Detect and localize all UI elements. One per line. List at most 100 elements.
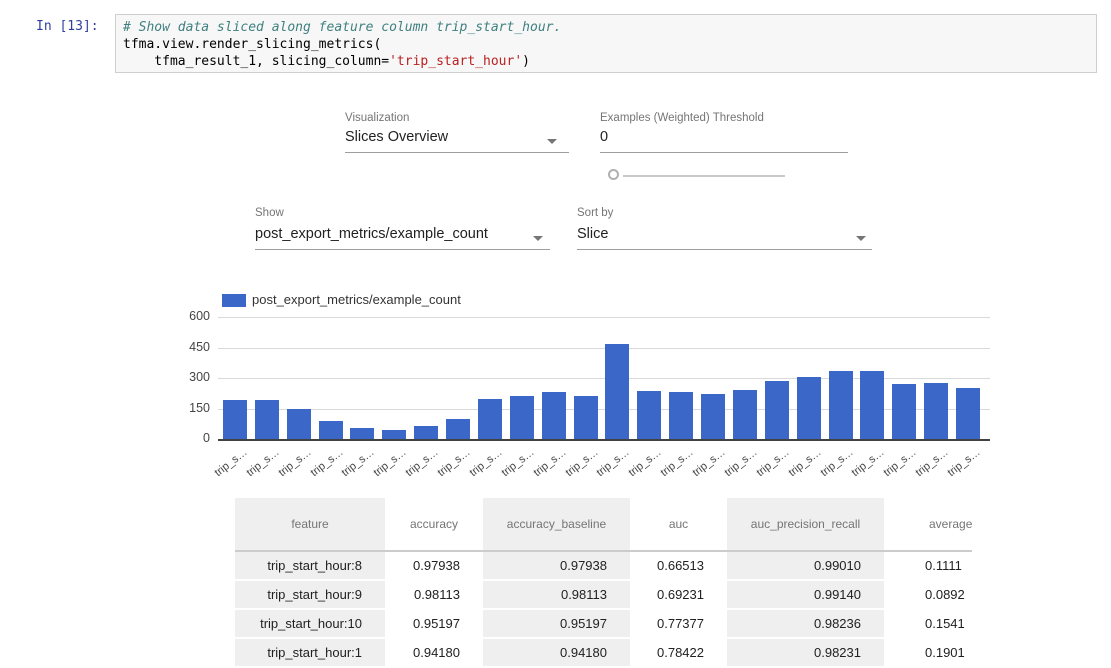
column-header[interactable]: auc_precision_recall: [727, 498, 884, 552]
table-cell: 0.0892: [884, 581, 972, 610]
table-cell: 0.77377: [630, 610, 727, 639]
column-header[interactable]: accuracy_baseline: [483, 498, 630, 552]
sort-by-value: Slice: [577, 226, 609, 242]
bar: [924, 382, 949, 439]
legend-label: post_export_metrics/example_count: [252, 292, 461, 307]
table-row[interactable]: trip_start_hour:8 0.97938 0.97938 0.66513 0.…: [235, 552, 972, 581]
table-cell: 0.78422: [630, 639, 727, 668]
table-cell: 0.66513: [630, 552, 727, 581]
visualization-underline: [345, 152, 569, 153]
threshold-value: 0: [600, 129, 609, 145]
visualization-value: Slices Overview: [345, 129, 449, 145]
dropdown-arrow-icon: [856, 236, 866, 241]
slices-bar-chart: post_export_metrics/example_count 600 450…: [0, 280, 1111, 495]
y-tick-label: 150: [189, 400, 210, 415]
bar: [446, 419, 471, 439]
table-cell: 0.98113: [483, 581, 630, 610]
table-cell: 0.97938: [483, 552, 630, 581]
table-cell: trip_start_hour:8: [235, 552, 385, 581]
table-cell: 0.98236: [727, 610, 884, 639]
bar: [509, 396, 534, 439]
show-underline: [255, 249, 550, 250]
table-header-row: feature accuracy accuracy_baseline auc auc_p…: [235, 498, 972, 552]
plot-area: trip_s… trip_s… trip_s… trip_s… trip_s… trip_…: [212, 280, 990, 495]
bar: [892, 384, 917, 439]
table-cell: 0.98231: [727, 639, 884, 668]
bar: [732, 389, 757, 439]
table-cell: 0.98113: [385, 581, 483, 610]
show-metric-dropdown[interactable]: Show post_export_metrics/example_count: [255, 205, 550, 252]
table-cell: 0.97938: [385, 552, 483, 581]
show-value: post_export_metrics/example_count: [255, 226, 488, 242]
sort-by-dropdown[interactable]: Sort by Slice: [577, 205, 872, 252]
column-header[interactable]: feature: [235, 498, 385, 552]
table-cell: 0.94180: [385, 639, 483, 668]
table-row[interactable]: trip_start_hour:1 0.94180 0.94180 0.78422 0.…: [235, 639, 972, 668]
code-line3-pre: tfma_result_1, slicing_column=: [123, 54, 390, 69]
code-line2: tfma.view.render_slicing_metrics(: [123, 37, 382, 52]
slider-track[interactable]: [623, 175, 785, 177]
bar: [573, 395, 598, 439]
bar: [382, 430, 407, 439]
sort-by-label: Sort by: [577, 207, 614, 219]
table-row[interactable]: trip_start_hour:10 0.95197 0.95197 0.77377 0…: [235, 610, 972, 639]
bar: [796, 377, 821, 439]
code-cell-input[interactable]: # Show data sliced along feature column …: [115, 14, 1097, 73]
bar: [669, 391, 694, 439]
bar: [254, 399, 279, 439]
y-tick-label: 450: [189, 339, 210, 354]
y-tick-label: 0: [203, 431, 210, 445]
threshold-label: Examples (Weighted) Threshold: [600, 112, 764, 124]
metrics-table: feature accuracy accuracy_baseline auc auc_p…: [235, 498, 972, 668]
legend-swatch-icon: [222, 294, 246, 307]
table-cell: 0.1901: [884, 639, 972, 668]
threshold-slider[interactable]: [608, 168, 788, 186]
bar: [605, 344, 630, 439]
visualization-label: Visualization: [345, 112, 410, 124]
bar: [828, 370, 853, 439]
code-line3-post: ): [522, 54, 530, 69]
gridline: [218, 317, 990, 318]
cell-prompt: In [13]:: [36, 19, 99, 34]
gridline: [218, 378, 990, 379]
bar: [223, 400, 247, 439]
bar: [318, 421, 343, 439]
visualization-dropdown[interactable]: Visualization Slices Overview: [345, 110, 569, 156]
threshold-input[interactable]: Examples (Weighted) Threshold 0: [600, 110, 848, 156]
table-cell: 0.94180: [483, 639, 630, 668]
bar: [701, 393, 726, 439]
bar: [414, 425, 439, 439]
bar: [477, 399, 502, 439]
table-cell: 0.95197: [483, 610, 630, 639]
bar: [350, 427, 375, 439]
sort-by-underline: [577, 249, 872, 250]
y-tick-label: 300: [189, 370, 210, 384]
table-cell: 0.99010: [727, 552, 884, 581]
table-cell: trip_start_hour:10: [235, 610, 385, 639]
column-header[interactable]: accuracy: [385, 498, 483, 552]
slider-handle[interactable]: [608, 169, 619, 180]
table-cell: 0.95197: [385, 610, 483, 639]
column-header[interactable]: average_los: [884, 498, 972, 552]
show-label: Show: [255, 207, 284, 219]
table-row[interactable]: trip_start_hour:9 0.98113 0.98113 0.69231 0.…: [235, 581, 972, 610]
table-cell: 0.1111: [884, 552, 972, 581]
dropdown-arrow-icon: [547, 139, 557, 144]
table-cell: trip_start_hour:9: [235, 581, 385, 610]
table-cell: trip_start_hour:1: [235, 639, 385, 668]
table-cell: 0.99140: [727, 581, 884, 610]
bar: [764, 381, 789, 439]
bar: [637, 391, 662, 439]
y-tick-label: 600: [189, 309, 210, 323]
bar: [541, 391, 566, 439]
code-comment: # Show data sliced along feature column …: [123, 20, 562, 35]
gridline: [218, 408, 990, 410]
metrics-table-container: feature accuracy accuracy_baseline auc auc_p…: [235, 498, 972, 668]
table-cell: 0.69231: [630, 581, 727, 610]
gridline: [218, 439, 990, 441]
gridline: [218, 347, 990, 349]
bar: [956, 388, 980, 439]
code-string-literal: 'trip_start_hour': [389, 54, 523, 69]
column-header[interactable]: auc: [630, 498, 727, 552]
